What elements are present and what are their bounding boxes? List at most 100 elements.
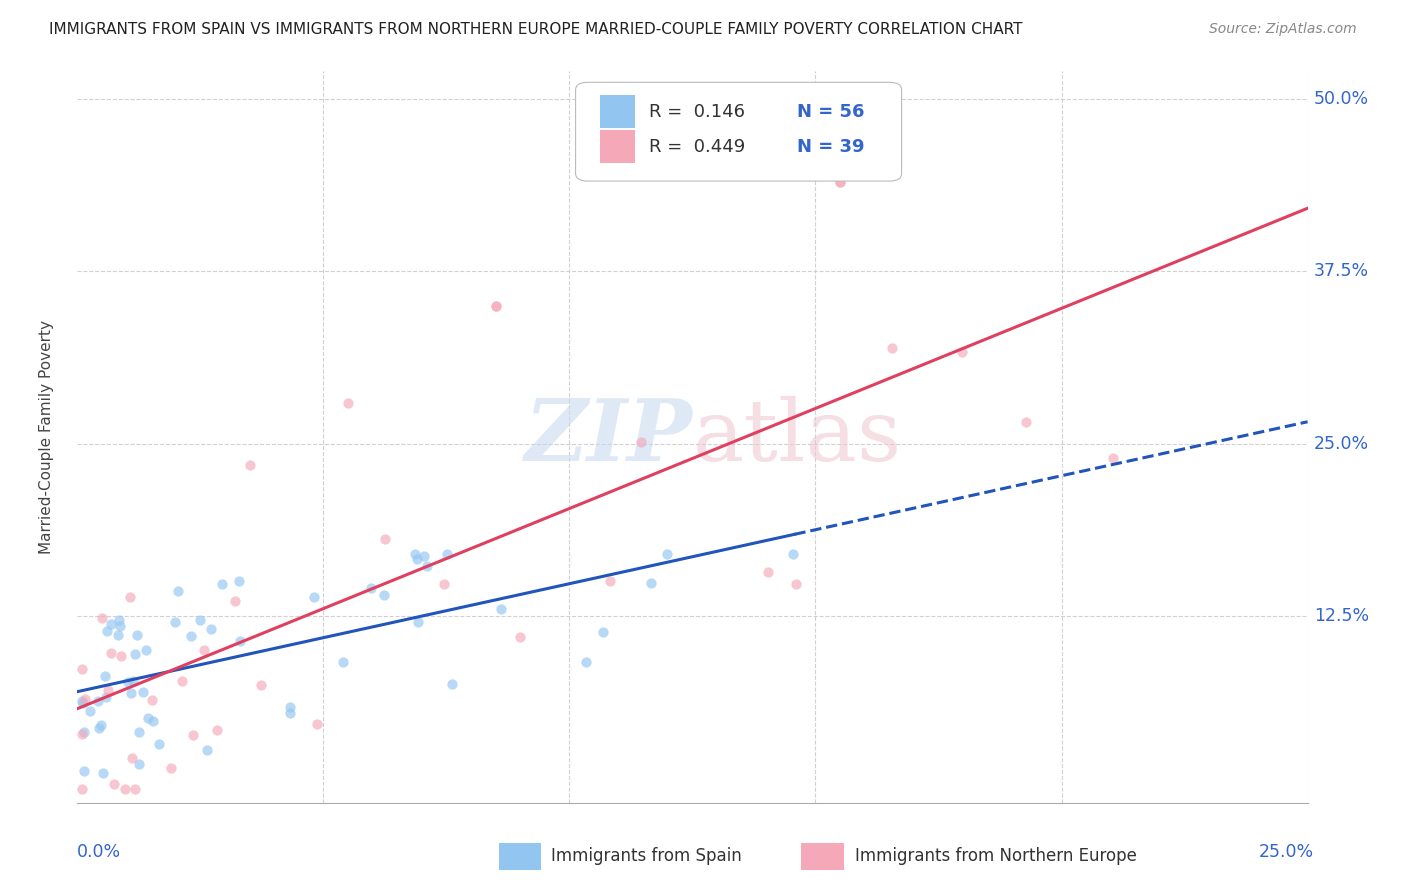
Point bbox=[96, 624, 118, 638]
Point bbox=[1102, 450, 1125, 465]
Point bbox=[86, 694, 108, 708]
Point bbox=[211, 576, 233, 591]
Text: Immigrants from Spain: Immigrants from Spain bbox=[551, 847, 742, 865]
Point bbox=[122, 674, 145, 689]
Point bbox=[1015, 416, 1038, 430]
Point bbox=[250, 678, 273, 692]
Point bbox=[107, 613, 129, 627]
Point bbox=[170, 673, 193, 688]
Point bbox=[278, 706, 301, 720]
Point bbox=[94, 690, 117, 704]
Text: 25.0%: 25.0% bbox=[1258, 843, 1313, 861]
Text: R =  0.449: R = 0.449 bbox=[650, 137, 745, 156]
Point bbox=[148, 737, 170, 751]
Point bbox=[207, 723, 229, 737]
Point bbox=[373, 588, 395, 602]
Point bbox=[304, 591, 326, 605]
Point bbox=[97, 683, 120, 698]
Point bbox=[91, 611, 114, 625]
Point bbox=[485, 299, 508, 313]
Text: 0.0%: 0.0% bbox=[77, 843, 121, 861]
Point bbox=[120, 686, 142, 700]
Point bbox=[70, 727, 93, 741]
Point bbox=[180, 629, 202, 643]
Text: 25.0%: 25.0% bbox=[1313, 435, 1369, 453]
Text: N = 56: N = 56 bbox=[797, 103, 865, 120]
Point bbox=[73, 764, 96, 778]
Point bbox=[167, 584, 190, 599]
Point bbox=[79, 705, 101, 719]
Point bbox=[124, 782, 146, 797]
Point bbox=[142, 714, 165, 728]
Point bbox=[224, 593, 246, 607]
Point bbox=[135, 642, 157, 657]
Point bbox=[880, 341, 903, 355]
Point bbox=[100, 616, 122, 631]
Point bbox=[121, 751, 143, 765]
Point bbox=[408, 615, 430, 629]
Text: 12.5%: 12.5% bbox=[1313, 607, 1369, 625]
Point bbox=[103, 776, 125, 790]
Point bbox=[87, 722, 110, 736]
Point bbox=[188, 613, 211, 627]
Point bbox=[127, 627, 149, 641]
Point bbox=[413, 549, 436, 563]
Text: Immigrants from Northern Europe: Immigrants from Northern Europe bbox=[855, 847, 1136, 865]
Point bbox=[441, 677, 464, 691]
FancyBboxPatch shape bbox=[600, 95, 634, 128]
Point bbox=[640, 576, 662, 591]
Point bbox=[228, 634, 250, 648]
Point bbox=[830, 175, 852, 189]
Point bbox=[70, 662, 93, 676]
Point bbox=[128, 757, 150, 772]
Point bbox=[332, 655, 354, 669]
Point bbox=[575, 655, 598, 669]
Point bbox=[599, 574, 621, 588]
Point bbox=[950, 345, 973, 359]
Point bbox=[193, 642, 215, 657]
Point bbox=[132, 685, 155, 699]
Point bbox=[107, 628, 129, 642]
Text: IMMIGRANTS FROM SPAIN VS IMMIGRANTS FROM NORTHERN EUROPE MARRIED-COUPLE FAMILY P: IMMIGRANTS FROM SPAIN VS IMMIGRANTS FROM… bbox=[49, 22, 1022, 37]
Point bbox=[592, 625, 614, 640]
Point bbox=[94, 669, 117, 683]
Point bbox=[108, 619, 131, 633]
Point bbox=[239, 458, 262, 472]
Point bbox=[165, 615, 187, 629]
Point bbox=[305, 717, 328, 731]
Point bbox=[337, 395, 360, 409]
Point bbox=[136, 711, 159, 725]
Point bbox=[73, 725, 96, 739]
Point bbox=[785, 576, 807, 591]
Text: Married-Couple Family Poverty: Married-Couple Family Poverty bbox=[39, 320, 53, 554]
Text: R =  0.146: R = 0.146 bbox=[650, 103, 745, 120]
Point bbox=[70, 782, 93, 797]
Point bbox=[72, 696, 94, 710]
Point bbox=[433, 577, 456, 591]
Point bbox=[70, 693, 93, 707]
Point bbox=[110, 648, 132, 663]
Point bbox=[100, 646, 122, 660]
Point bbox=[228, 574, 250, 588]
Point bbox=[436, 548, 458, 562]
Point bbox=[200, 622, 222, 636]
FancyBboxPatch shape bbox=[575, 82, 901, 181]
Point bbox=[124, 647, 146, 661]
Point bbox=[406, 552, 429, 566]
Point bbox=[278, 699, 301, 714]
Text: Source: ZipAtlas.com: Source: ZipAtlas.com bbox=[1209, 22, 1357, 37]
Point bbox=[360, 581, 382, 595]
Point bbox=[159, 761, 181, 775]
Point bbox=[756, 566, 779, 580]
Point bbox=[782, 548, 804, 562]
Point bbox=[509, 630, 531, 644]
Point bbox=[117, 675, 139, 690]
Point bbox=[485, 299, 508, 313]
Text: atlas: atlas bbox=[693, 395, 901, 479]
Text: N = 39: N = 39 bbox=[797, 137, 865, 156]
Point bbox=[91, 765, 114, 780]
Text: 37.5%: 37.5% bbox=[1313, 262, 1369, 280]
Point bbox=[141, 693, 163, 707]
Text: 50.0%: 50.0% bbox=[1313, 90, 1369, 108]
Point bbox=[404, 548, 426, 562]
